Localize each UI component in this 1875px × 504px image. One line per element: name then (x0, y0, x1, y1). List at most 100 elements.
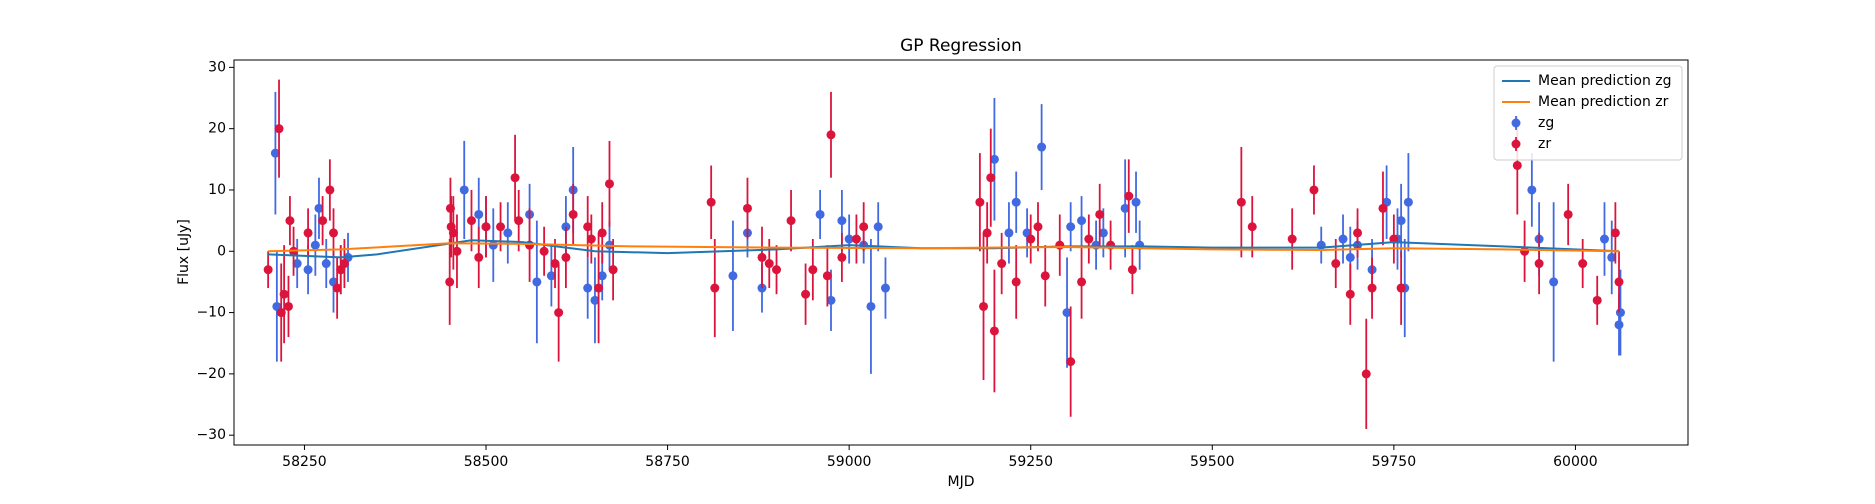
data-point (1534, 259, 1544, 269)
data-point (1011, 277, 1021, 287)
data-point (339, 259, 349, 269)
data-point (1361, 369, 1371, 379)
data-point (586, 234, 596, 244)
data-point (1563, 209, 1573, 219)
data-point (808, 265, 818, 275)
data-point (466, 216, 476, 226)
y-tick-label: −10 (196, 305, 226, 321)
legend-label: zr (1538, 136, 1551, 152)
data-point (837, 216, 847, 226)
data-point (1077, 277, 1087, 287)
x-tick-label: 59000 (827, 454, 872, 470)
mean-line (268, 242, 1620, 253)
data-point (510, 173, 520, 183)
data-point (1120, 203, 1130, 213)
data-point (514, 216, 524, 226)
data-point (1127, 265, 1137, 275)
x-tick-label: 59250 (1008, 454, 1053, 470)
data-point (318, 216, 328, 226)
data-point (550, 259, 560, 269)
data-point (1077, 216, 1087, 226)
data-point (1095, 209, 1105, 219)
data-point (710, 283, 720, 293)
data-point (815, 209, 825, 219)
data-point (801, 289, 811, 299)
data-point (859, 222, 869, 232)
data-point (837, 252, 847, 262)
data-point (742, 203, 752, 213)
data-point (1062, 308, 1072, 318)
data-point (1131, 197, 1141, 207)
legend-label: zg (1538, 115, 1554, 131)
data-point (1084, 234, 1094, 244)
data-point (772, 265, 782, 275)
data-point (546, 271, 556, 281)
data-point (303, 228, 313, 238)
data-point (728, 271, 738, 281)
data-point (448, 228, 458, 238)
legend-label: Mean prediction zr (1538, 94, 1669, 110)
data-point (1615, 308, 1625, 318)
data-point (826, 295, 836, 305)
data-point (328, 228, 338, 238)
data-point (880, 283, 890, 293)
data-point (554, 308, 564, 318)
data-point (1345, 289, 1355, 299)
legend-marker (1511, 118, 1521, 128)
data-point (583, 222, 593, 232)
data-point (452, 246, 462, 256)
data-point (1367, 283, 1377, 293)
data-point (1599, 234, 1609, 244)
data-point (1066, 222, 1076, 232)
y-tick-label: −30 (196, 427, 226, 443)
data-point (1011, 197, 1021, 207)
y-tick-label: 20 (208, 121, 226, 137)
data-point (757, 252, 767, 262)
data-point (279, 289, 289, 299)
data-point (445, 277, 455, 287)
data-point (786, 216, 796, 226)
data-point (764, 259, 774, 269)
data-point (1378, 203, 1388, 213)
x-tick-label: 59500 (1190, 454, 1235, 470)
x-tick-label: 59750 (1372, 454, 1417, 470)
x-tick-label: 58500 (464, 454, 509, 470)
data-point (979, 301, 989, 311)
data-point (321, 259, 331, 269)
data-point (283, 301, 293, 311)
data-point (303, 265, 313, 275)
y-tick-label: −20 (196, 366, 226, 382)
data-point (274, 124, 284, 134)
data-point (270, 148, 280, 158)
data-point (1592, 295, 1602, 305)
data-point (1124, 191, 1134, 201)
data-point (1247, 222, 1257, 232)
data-point (1236, 197, 1246, 207)
data-point (844, 234, 854, 244)
data-point (1037, 142, 1047, 152)
data-point (263, 265, 273, 275)
data-point (873, 222, 883, 232)
data-point (561, 252, 571, 262)
data-point (989, 154, 999, 164)
data-point (1098, 228, 1108, 238)
data-point (474, 252, 484, 262)
y-tick-label: 0 (217, 243, 226, 259)
data-point (1527, 185, 1537, 195)
data-point (604, 179, 614, 189)
data-point (851, 234, 861, 244)
data-point (496, 222, 506, 232)
data-point (590, 295, 600, 305)
legend-box (1493, 65, 1683, 161)
data-point (822, 271, 832, 281)
y-tick-label: 30 (208, 59, 226, 75)
data-point (568, 209, 578, 219)
data-point (1353, 228, 1363, 238)
data-point (597, 271, 607, 281)
data-point (1512, 160, 1522, 170)
data-point (982, 228, 992, 238)
data-point (583, 283, 593, 293)
data-point (1309, 185, 1319, 195)
